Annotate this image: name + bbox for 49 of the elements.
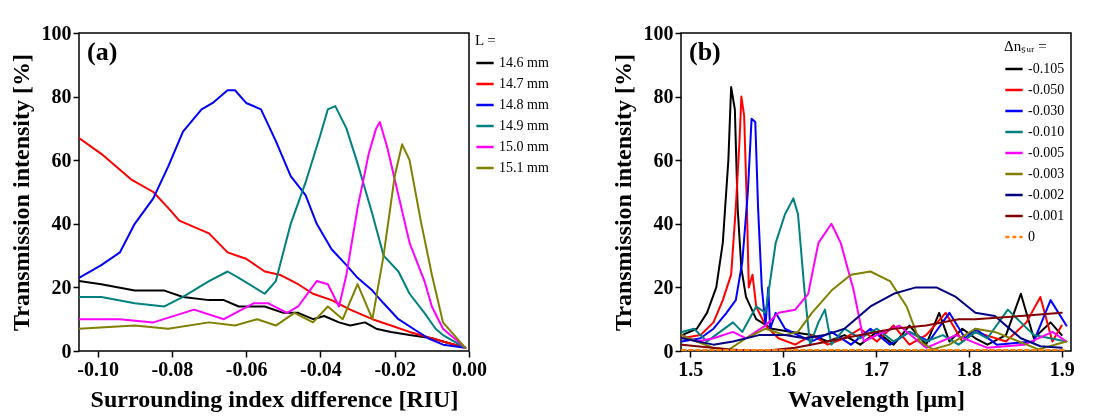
x-tick-label: -0.04 (300, 357, 342, 380)
y-axis-title: Transmission intensity [%] (7, 54, 34, 331)
x-tick-label: 1.6 (771, 357, 797, 380)
legend-label: -0.005 (1028, 145, 1065, 160)
x-tick-label: 1.5 (678, 357, 704, 380)
y-tick-label: 60 (653, 148, 674, 171)
x-tick-label: -0.10 (77, 357, 119, 380)
x-tick-label: 1.7 (864, 357, 889, 380)
y-tick-label: 0 (663, 339, 674, 362)
y-axis-title: Transmission intensity [%] (609, 54, 636, 331)
y-tick-label: 40 (51, 212, 72, 235)
y-tick-label: 0 (61, 339, 72, 362)
line-series (681, 286, 1063, 349)
legend-label: 14.6 mm (499, 55, 549, 70)
legend-label: -0.010 (1028, 124, 1065, 139)
line-series (681, 270, 1068, 351)
line-series (681, 311, 1063, 351)
y-tick-label: 100 (41, 21, 72, 44)
chart-title: (a) (87, 37, 118, 66)
x-tick-label: 1.8 (956, 357, 982, 380)
y-tick-label: 20 (653, 275, 674, 298)
chart-title: (b) (689, 37, 721, 66)
x-tick-label: -0.08 (151, 357, 194, 380)
x-tick-label: 1.9 (1049, 357, 1075, 380)
legend-label: 0 (1028, 229, 1035, 244)
legend-title: L = (475, 32, 496, 48)
legend-label: -0.105 (1028, 61, 1065, 76)
y-tick-label: 20 (51, 275, 72, 298)
legend-label: -0.003 (1028, 166, 1065, 181)
x-axis-title: Wavelength [μm] (788, 385, 965, 412)
x-axis-title: Surrounding index difference [RIU] (90, 385, 459, 412)
legend-label: -0.050 (1028, 82, 1065, 97)
x-tick-label: 0.00 (452, 357, 487, 380)
y-tick-label: 80 (653, 85, 674, 108)
legend-label: 14.7 mm (499, 76, 549, 91)
legend-title: Δnₛᵤᵣ = (1004, 38, 1047, 54)
legend-label: -0.002 (1028, 187, 1065, 202)
legend-label: -0.001 (1028, 208, 1065, 223)
legend-label: 14.9 mm (499, 118, 549, 133)
y-tick-label: 80 (51, 85, 72, 108)
legend-label: -0.030 (1028, 103, 1065, 118)
y-tick-label: 40 (653, 212, 674, 235)
legend-label: 15.0 mm (499, 139, 549, 154)
legend-label: 14.8 mm (499, 97, 549, 112)
y-tick-label: 60 (51, 148, 72, 171)
y-tick-label: 100 (643, 21, 674, 44)
x-tick-label: -0.02 (374, 357, 417, 380)
x-tick-label: -0.06 (225, 357, 268, 380)
legend-label: 15.1 mm (499, 160, 549, 175)
